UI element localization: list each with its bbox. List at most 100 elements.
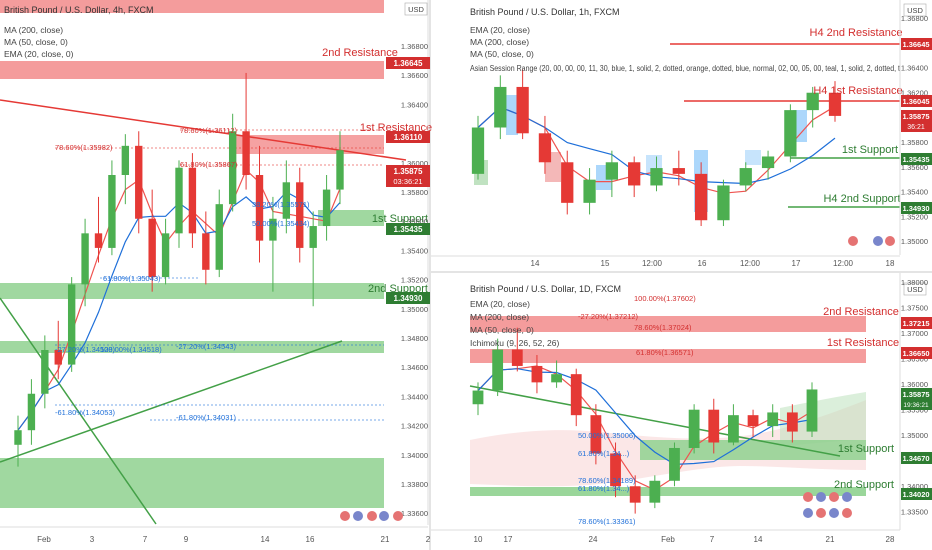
candle: [538, 115, 552, 174]
candle-body: [282, 182, 291, 219]
time-tick-label: Feb: [37, 535, 51, 544]
candle-body: [255, 175, 264, 241]
price-tick-label: 1.35600: [901, 163, 928, 172]
h4-last-tag-bg: [386, 165, 430, 187]
candle-body: [309, 226, 317, 248]
h4-top-resistance-band: [0, 0, 384, 13]
candle: [628, 156, 641, 198]
d1-last-price-tag: 1.35875: [902, 390, 929, 399]
h1-chart-panel[interactable]: H4 2nd Resistance H4 1st Resistance 1st …: [431, 0, 932, 268]
candle: [650, 156, 663, 192]
candle-body: [202, 233, 210, 270]
h4-ascending-trendline: [0, 340, 343, 463]
time-tick-label: 14: [531, 259, 540, 268]
price-tick-label: 1.36400: [401, 100, 428, 109]
candle: [739, 162, 752, 192]
candle-body: [242, 131, 250, 175]
d1-legend-item: MA (50, close, 0): [470, 325, 534, 335]
h4-2nd-resistance-label: 2nd Resistance: [322, 47, 398, 59]
h4-descending-trendline: [0, 99, 407, 161]
h4-legend-item: MA (50, close, 0): [4, 37, 68, 47]
candle-body: [228, 131, 237, 205]
h4-fib-label: 50.00%(1.35434): [252, 219, 310, 228]
candle-body: [41, 350, 49, 394]
h1-h4-1st-resistance-label: H4 1st Resistance: [813, 85, 902, 97]
price-tick-label: 1.36400: [901, 64, 928, 73]
d1-economic-event-flags[interactable]: [803, 492, 852, 518]
d1-last-tag-bg: [901, 388, 932, 410]
candle: [561, 150, 574, 215]
candle-body: [761, 156, 775, 169]
time-tick-label: 2: [426, 535, 431, 544]
candle-body: [516, 86, 529, 134]
candle: [188, 153, 197, 248]
candle-body: [511, 349, 523, 366]
h1-countdown-timer: 36:21: [907, 124, 925, 131]
price-tick-label: 1.35200: [401, 276, 428, 285]
candle: [135, 131, 143, 234]
candle: [202, 211, 210, 285]
d1-res1-tag: 1.36650: [902, 349, 929, 358]
candle-body: [296, 182, 304, 248]
h1-currency-box: [903, 3, 927, 17]
time-tick-label: 12:00: [833, 259, 854, 268]
candle-body: [108, 175, 116, 248]
price-tick-label: 1.34000: [901, 482, 928, 491]
d1-fib-label: -27.20%(1.37212): [578, 312, 639, 321]
candle: [282, 160, 291, 234]
d1-fib-label: 61.80%(1.34...): [578, 449, 630, 458]
candle-body: [14, 430, 22, 445]
price-tick-label: 1.38000: [901, 278, 928, 287]
d1-legend-item: Ichimoku (9, 26, 52, 26): [470, 338, 559, 348]
h1-session-box: [506, 95, 518, 135]
h4-economic-event-flags[interactable]: [340, 511, 403, 521]
price-tick-label: 1.34600: [401, 363, 428, 372]
h1-res1-tag: 1.36045: [902, 97, 929, 106]
h4-fib-label: -27.20%(1.34528): [55, 345, 116, 354]
candle-body: [583, 179, 596, 203]
h4-sup1-tag-bg: [386, 223, 430, 235]
candle-body: [561, 162, 574, 203]
candle-body: [629, 486, 641, 503]
h4-countdown-timer: 03:36:21: [393, 177, 422, 186]
candle: [531, 355, 543, 394]
candle-body: [531, 365, 543, 383]
candle-body: [570, 374, 582, 416]
candle: [255, 145, 264, 263]
d1-sup2-tag-bg: [901, 488, 932, 500]
candle-body: [747, 415, 759, 427]
d1-candles: [472, 327, 818, 514]
candle: [175, 160, 183, 248]
candle: [761, 150, 775, 180]
h1-currency-label: USD: [907, 6, 923, 15]
candle-body: [717, 185, 730, 221]
h4-fib-label: -27.20%(1.34543): [176, 342, 237, 351]
price-tick-label: 1.34000: [401, 451, 428, 460]
time-tick-label: 12:00: [740, 259, 761, 268]
candle: [694, 162, 708, 227]
h4-currency-box: [404, 2, 428, 16]
candle-body: [472, 390, 484, 405]
price-tick-label: 1.35800: [401, 188, 428, 197]
candle: [511, 327, 523, 372]
h4-fib-label: 78.60%(1.35982): [55, 143, 113, 152]
price-tick-label: 1.33800: [401, 480, 428, 489]
d1-fib-label: 78.60%(1.37024): [634, 323, 692, 332]
h1-economic-event-flags[interactable]: [848, 236, 895, 246]
h1-sup1-tag-bg: [901, 153, 932, 165]
d1-fib-label: 78.60%(1.33361): [578, 517, 636, 526]
h4-res2-tag-bg: [386, 57, 430, 69]
d1-chart-panel[interactable]: 100.00%(1.37602) -27.20%(1.37212) 78.60%…: [431, 273, 932, 544]
candle: [688, 404, 700, 454]
time-tick-label: 17: [504, 535, 513, 544]
h4-fib-label: 61.80%(1.35867): [180, 160, 238, 169]
h4-2nd-support-zone: [0, 283, 384, 299]
h4-chart-panel[interactable]: 78.60%(1.35982) 78.60%(1.36112) 61.80%(1…: [0, 0, 432, 544]
h1-chart-title: British Pound / U.S. Dollar, 1h, FXCM: [470, 7, 620, 17]
h1-h4-2nd-support-label: H4 2nd Support: [823, 193, 900, 205]
d1-2nd-support-zone: [470, 487, 866, 496]
time-tick-label: 16: [306, 535, 315, 544]
time-tick-label: 14: [754, 535, 763, 544]
candle: [784, 104, 797, 163]
candle: [492, 338, 504, 397]
